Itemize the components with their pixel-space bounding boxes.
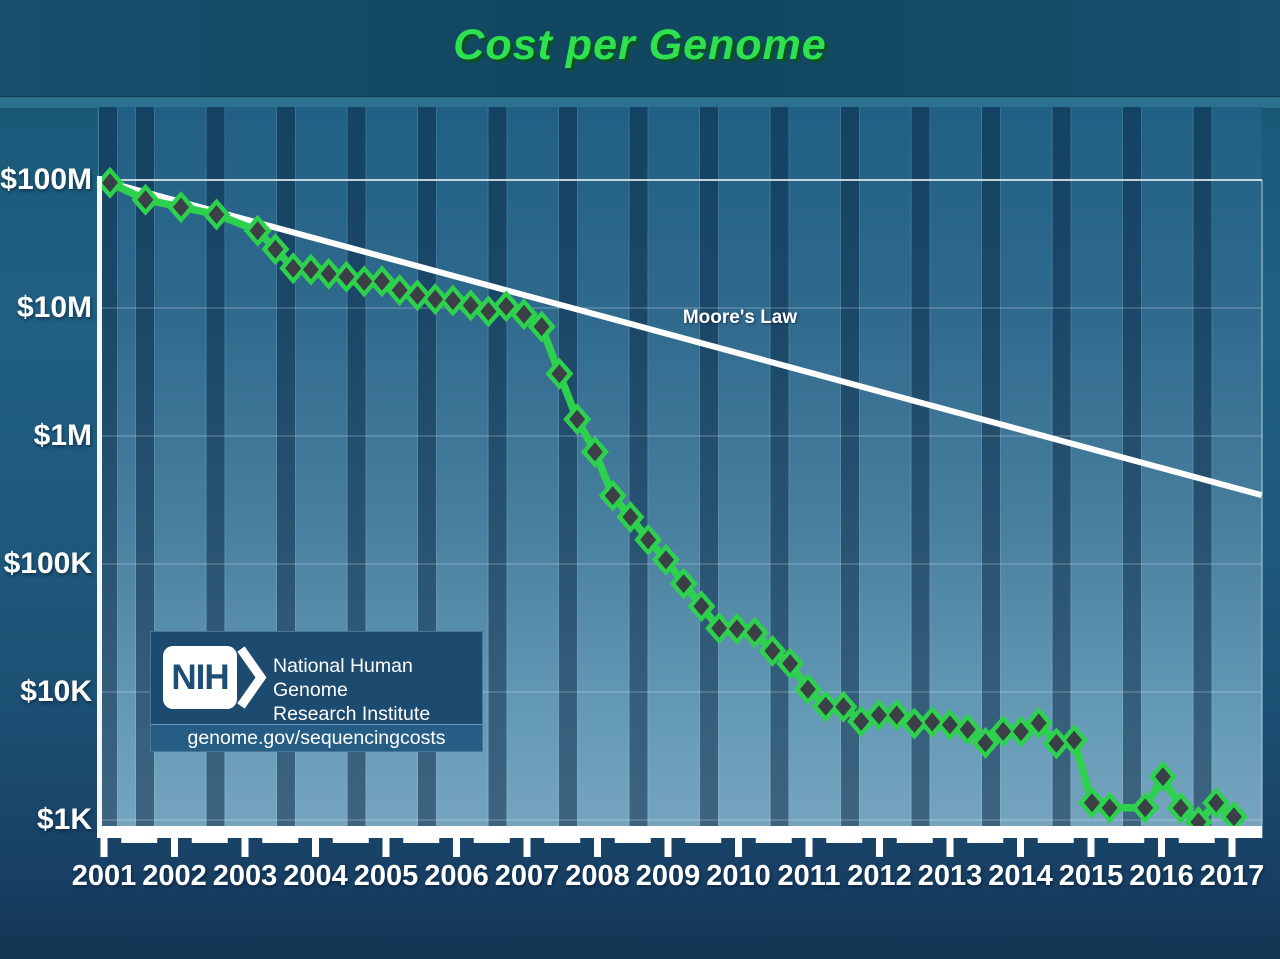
x-tick-label-2007: 2007 [494,860,560,892]
x-tick-2010 [735,826,742,857]
y-tick-label-$100M: $100M [0,163,92,196]
y-tick-label-$1K: $1K [36,803,92,836]
x-tick-2009 [664,826,672,857]
x-halfyear-tab [544,826,581,843]
y-tick-label-$1M: $1M [33,419,92,452]
x-tick-2011 [805,826,813,857]
x-tick-2016 [1158,826,1165,857]
x-tick-2008 [594,826,601,857]
x-halfyear-tab [967,826,1004,843]
x-halfyear-tab [473,826,510,843]
x-tick-label-2003: 2003 [212,860,278,892]
x-tick-label-2015: 2015 [1058,860,1124,892]
moores-law-line [109,179,1263,499]
chart-title: Cost per Genome [453,21,827,69]
x-halfyear-tab [755,826,792,843]
nih-chevron-icon [237,646,267,709]
x-tick-label-2016: 2016 [1129,860,1194,892]
x-halfyear-tab [614,826,651,843]
x-halfyear-tab [826,826,863,843]
x-tick-2004 [312,826,319,857]
x-tick-label-2012: 2012 [847,860,912,892]
x-tick-2015 [1087,826,1095,857]
institute-name-line1: National Human Genome [273,655,413,701]
x-halfyear-tab [1108,826,1145,843]
x-tick-label-2014: 2014 [988,860,1053,892]
website-url: genome.gov/sequencingcosts [187,726,446,749]
x-tick-label-2002: 2002 [142,860,207,892]
y-tick-label-$100K: $100K [3,547,92,580]
x-tick-2014 [1017,826,1024,857]
x-tick-label-2001: 2001 [71,860,137,892]
x-tick-2003 [241,826,249,857]
nih-branding-box: NIH National Human Genome Research Insti… [150,631,483,752]
moores-law-label: Moore's Law [682,307,798,328]
x-halfyear-tab [1178,826,1215,843]
x-halfyear-tab [685,826,722,843]
x-tick-2006 [453,826,460,857]
x-tick-label-2013: 2013 [917,860,983,892]
y-axis-line [97,176,102,838]
x-tick-label-2006: 2006 [424,860,489,892]
x-tick-2001 [100,826,108,857]
x-tick-2005 [382,826,390,857]
website-strip: genome.gov/sequencingcosts [151,724,482,751]
y-tick-label-$10M: $10M [16,291,92,324]
x-tick-2002 [171,826,178,857]
nih-logo: NIH [163,646,237,709]
x-tick-label-2009: 2009 [635,860,701,892]
x-halfyear-tab [121,826,158,843]
x-tick-label-2010: 2010 [706,860,771,892]
x-tick-2012 [876,826,883,857]
nih-logo-letters: NIH [171,657,229,697]
institute-name: National Human Genome Research Institute [273,654,482,726]
institute-name-line2: Research Institute [273,703,431,725]
y-tick-label-$10K: $10K [20,675,92,708]
x-tick-2013 [946,826,954,857]
x-tick-label-2004: 2004 [283,860,348,892]
x-tick-label-2017: 2017 [1199,860,1265,892]
x-halfyear-tab [332,826,369,843]
x-halfyear-tab [262,826,299,843]
x-halfyear-tab [403,826,440,843]
x-tick-label-2005: 2005 [353,860,419,892]
x-tick-2007 [523,826,531,857]
nih-logo-row: NIH National Human Genome Research Insti… [151,632,482,726]
x-halfyear-tab [191,826,228,843]
banner-accent-strip [0,96,1280,108]
x-tick-2017 [1228,826,1236,857]
x-halfyear-tab [896,826,933,843]
x-tick-label-2011: 2011 [777,860,841,892]
x-tick-label-2008: 2008 [565,860,630,892]
x-halfyear-tab [1037,826,1074,843]
title-banner: Cost per Genome [0,0,1280,97]
